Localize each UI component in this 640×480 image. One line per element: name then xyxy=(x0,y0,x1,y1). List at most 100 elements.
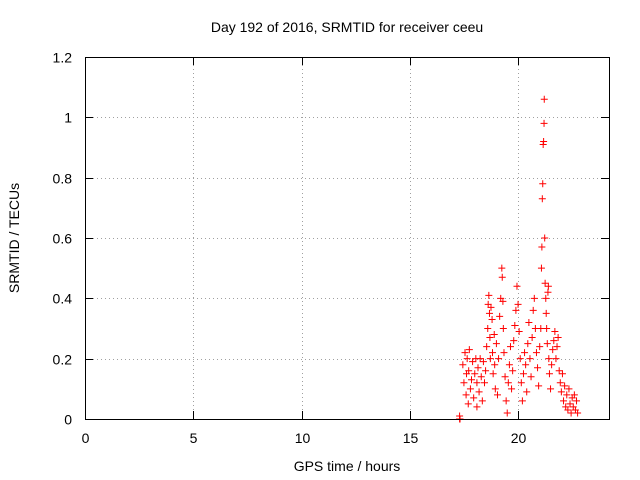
data-point xyxy=(459,361,467,369)
data-point xyxy=(491,385,499,393)
data-point xyxy=(557,388,565,396)
data-point xyxy=(564,406,572,414)
data-point xyxy=(522,361,530,369)
data-point xyxy=(545,370,553,378)
data-point xyxy=(552,355,560,363)
data-point xyxy=(519,370,527,378)
data-point xyxy=(567,409,575,417)
y-tick-label: 0.2 xyxy=(53,352,73,368)
data-point xyxy=(530,294,538,302)
x-tick-label: 20 xyxy=(511,430,527,446)
data-point xyxy=(468,376,476,384)
data-point xyxy=(466,385,474,393)
data-point xyxy=(475,388,483,396)
data-point xyxy=(514,300,522,308)
data-point xyxy=(464,400,472,408)
x-axis-label: GPS time / hours xyxy=(294,458,401,474)
y-tick-label: 0.6 xyxy=(53,231,73,247)
data-point xyxy=(478,397,486,405)
data-point xyxy=(549,346,557,354)
data-point xyxy=(493,391,501,399)
data-point xyxy=(485,309,493,317)
data-point xyxy=(523,388,531,396)
data-point xyxy=(486,355,494,363)
data-point xyxy=(528,334,536,342)
data-point xyxy=(461,349,469,357)
data-point xyxy=(506,343,514,351)
data-point xyxy=(508,385,516,393)
data-point xyxy=(505,361,513,369)
data-point xyxy=(537,325,545,332)
data-point xyxy=(463,355,471,363)
data-point xyxy=(496,312,504,320)
y-tick-label: 0.4 xyxy=(53,291,73,307)
data-point xyxy=(521,349,529,357)
data-point xyxy=(536,343,544,351)
x-tick-label: 5 xyxy=(190,430,198,446)
data-point xyxy=(555,367,563,375)
data-point xyxy=(503,409,511,417)
data-point xyxy=(540,95,548,103)
chart-title: Day 192 of 2016, SRMTID for receiver cee… xyxy=(211,19,483,35)
data-point xyxy=(558,370,566,378)
data-point xyxy=(515,328,523,336)
data-point xyxy=(545,355,553,363)
data-point xyxy=(540,137,548,145)
data-point xyxy=(498,264,506,272)
data-point xyxy=(491,361,499,369)
data-point xyxy=(556,379,564,387)
data-point xyxy=(513,282,521,290)
y-axis-label: SRMTID / TECUs xyxy=(6,183,22,293)
data-point xyxy=(511,321,519,329)
data-point xyxy=(565,385,573,393)
axis-ticks: 0 0.2 0.4 0.6 0.8 1 1.2 0 5 10 15 20 xyxy=(53,50,609,446)
data-point xyxy=(488,315,496,323)
data-point xyxy=(553,343,561,351)
data-point xyxy=(543,340,551,348)
data-point xyxy=(560,397,568,405)
data-point xyxy=(539,180,547,188)
data-point xyxy=(544,282,552,290)
data-point xyxy=(541,279,549,287)
data-point xyxy=(542,294,550,302)
data-point xyxy=(486,334,494,342)
data-point xyxy=(573,397,581,405)
y-tick-label: 1 xyxy=(64,110,72,126)
data-point xyxy=(479,358,487,366)
data-point xyxy=(485,291,493,299)
data-point xyxy=(534,364,542,372)
data-point xyxy=(554,334,562,342)
data-point xyxy=(477,373,485,381)
grid-lines xyxy=(85,57,609,419)
data-point xyxy=(540,119,548,127)
data-point xyxy=(551,328,559,336)
data-point xyxy=(510,337,518,345)
data-point xyxy=(561,382,569,390)
data-point xyxy=(537,264,545,272)
x-tick-label: 15 xyxy=(403,430,419,446)
data-point xyxy=(544,288,552,296)
data-point xyxy=(529,306,537,314)
data-point xyxy=(509,367,517,375)
data-point xyxy=(460,379,468,387)
data-point xyxy=(524,340,532,348)
data-point xyxy=(483,343,491,351)
data-point xyxy=(574,409,582,417)
plot-frame xyxy=(85,57,610,420)
data-point xyxy=(495,355,503,363)
data-point xyxy=(489,370,497,378)
data-point xyxy=(518,397,526,405)
data-point xyxy=(499,297,507,305)
data-point xyxy=(527,373,535,381)
data-point xyxy=(525,318,533,326)
data-point xyxy=(471,370,479,378)
data-point xyxy=(543,325,551,332)
data-point xyxy=(517,379,525,387)
data-point xyxy=(499,325,507,332)
data-point xyxy=(516,355,524,363)
x-tick-label: 0 xyxy=(82,430,90,446)
data-point xyxy=(532,349,540,357)
data-point xyxy=(501,373,509,381)
data-point xyxy=(470,394,478,402)
data-point xyxy=(526,355,534,363)
